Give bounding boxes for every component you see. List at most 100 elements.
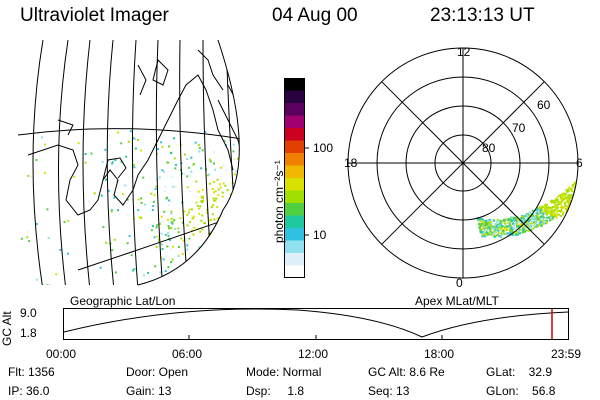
aurora-pixel (127, 214, 129, 217)
aurora-pixel (150, 192, 153, 195)
aurora-pixel (479, 231, 482, 234)
aurora-pixel (186, 214, 189, 216)
aurora-pixel (523, 220, 526, 223)
aurora-pixel (104, 148, 107, 151)
aurora-pixel (247, 203, 249, 205)
aurora-pixel (170, 227, 173, 230)
aurora-pixel (147, 271, 150, 274)
aurora-pixel (186, 175, 189, 178)
aurora-pixel (44, 143, 46, 146)
aurora-pixel (544, 209, 547, 212)
aurora-pixel (482, 221, 485, 224)
aurora-pixel (242, 204, 244, 206)
aurora-pixel (212, 230, 215, 233)
aurora-pixel (137, 209, 140, 212)
aurora-pixel (562, 192, 565, 195)
aurora-pixel (501, 231, 504, 234)
aurora-pixel (571, 204, 574, 206)
aurora-pixel (584, 189, 586, 191)
aurora-pixel (531, 217, 534, 220)
aurora-pixel (511, 220, 514, 223)
aurora-pixel (132, 269, 134, 272)
aurora-pixel (186, 268, 189, 271)
aurora-pixel (134, 147, 137, 150)
aurora-pixel (514, 231, 517, 234)
aurora-pixel (583, 181, 585, 183)
aurora-pixel (190, 156, 193, 159)
aurora-pixel (125, 155, 128, 158)
aurora-pixel (188, 259, 191, 262)
aurora-pixel (216, 206, 219, 208)
aurora-pixel (198, 150, 201, 153)
aurora-pixel (488, 228, 491, 231)
aurora-pixel (536, 223, 539, 226)
aurora-pixel (187, 211, 190, 214)
aurora-pixel (481, 235, 484, 238)
aurora-pixel (170, 217, 173, 220)
aurora-pixel (154, 188, 157, 191)
aurora-pixel (111, 249, 114, 252)
aurora-pixel (212, 246, 214, 249)
aurora-pixel (170, 152, 172, 154)
aurora-pixel (571, 190, 573, 193)
aurora-pixel (532, 214, 534, 217)
aurora-pixel (167, 218, 169, 221)
aurora-pixel (583, 195, 585, 197)
aurora-pixel (232, 143, 235, 146)
aurora-pixel (535, 209, 538, 212)
aurora-pixel (228, 227, 231, 230)
aurora-pixel (545, 219, 548, 222)
colorbar-band (284, 215, 304, 229)
aurora-pixel (514, 218, 517, 221)
aurora-pixel (552, 206, 555, 208)
aurora-pixel (505, 225, 508, 228)
aurora-pixel (533, 219, 536, 222)
aurora-pixel (580, 186, 582, 188)
aurora-pixel (200, 195, 203, 198)
aurora-pixel (236, 240, 239, 243)
aurora-pixel (557, 206, 560, 209)
aurora-pixel (221, 191, 224, 194)
aurora-pixel (155, 192, 158, 195)
aurora-pixel (548, 210, 551, 213)
aurora-pixel (26, 236, 29, 239)
aurora-pixel (552, 210, 555, 213)
aurora-pixel (562, 213, 564, 216)
aurora-pixel (140, 201, 143, 204)
aurora-pixel (559, 203, 562, 206)
aurora-pixel (550, 209, 553, 212)
aurora-pixel (202, 260, 205, 263)
aurora-pixel (581, 198, 583, 200)
aurora-pixel (161, 169, 164, 172)
aurora-pixel (503, 219, 506, 222)
aurora-pixel (486, 220, 489, 222)
aurora-pixel (567, 201, 570, 203)
aurora-pixel (168, 199, 170, 202)
aurora-pixel (170, 248, 173, 251)
aurora-pixel (235, 203, 238, 206)
colorbar (284, 78, 309, 278)
aurora-pixel (579, 181, 581, 183)
aurora-pixel (563, 206, 566, 209)
aurora-pixel (537, 215, 540, 218)
aurora-pixel (156, 224, 158, 227)
aurora-pixel (226, 215, 229, 217)
aurora-pixel (115, 271, 117, 274)
aurora-pixel (256, 172, 258, 174)
aurora-pixel (128, 235, 131, 238)
aurora-pixel (554, 201, 557, 204)
aurora-pixel (574, 199, 577, 202)
aurora-pixel (111, 162, 114, 165)
aurora-pixel (249, 188, 251, 190)
aurora-pixel (247, 139, 249, 141)
aurora-pixel (578, 201, 580, 203)
aurora-pixel (170, 212, 173, 215)
aurora-pixel (189, 258, 192, 261)
aurora-pixel (543, 212, 546, 215)
aurora-pixel (209, 262, 211, 265)
aurora-pixel (551, 206, 554, 209)
aurora-pixel (180, 237, 183, 240)
aurora-pixel (140, 285, 142, 287)
aurora-pixel (227, 276, 230, 279)
aurora-pixel (524, 226, 527, 229)
